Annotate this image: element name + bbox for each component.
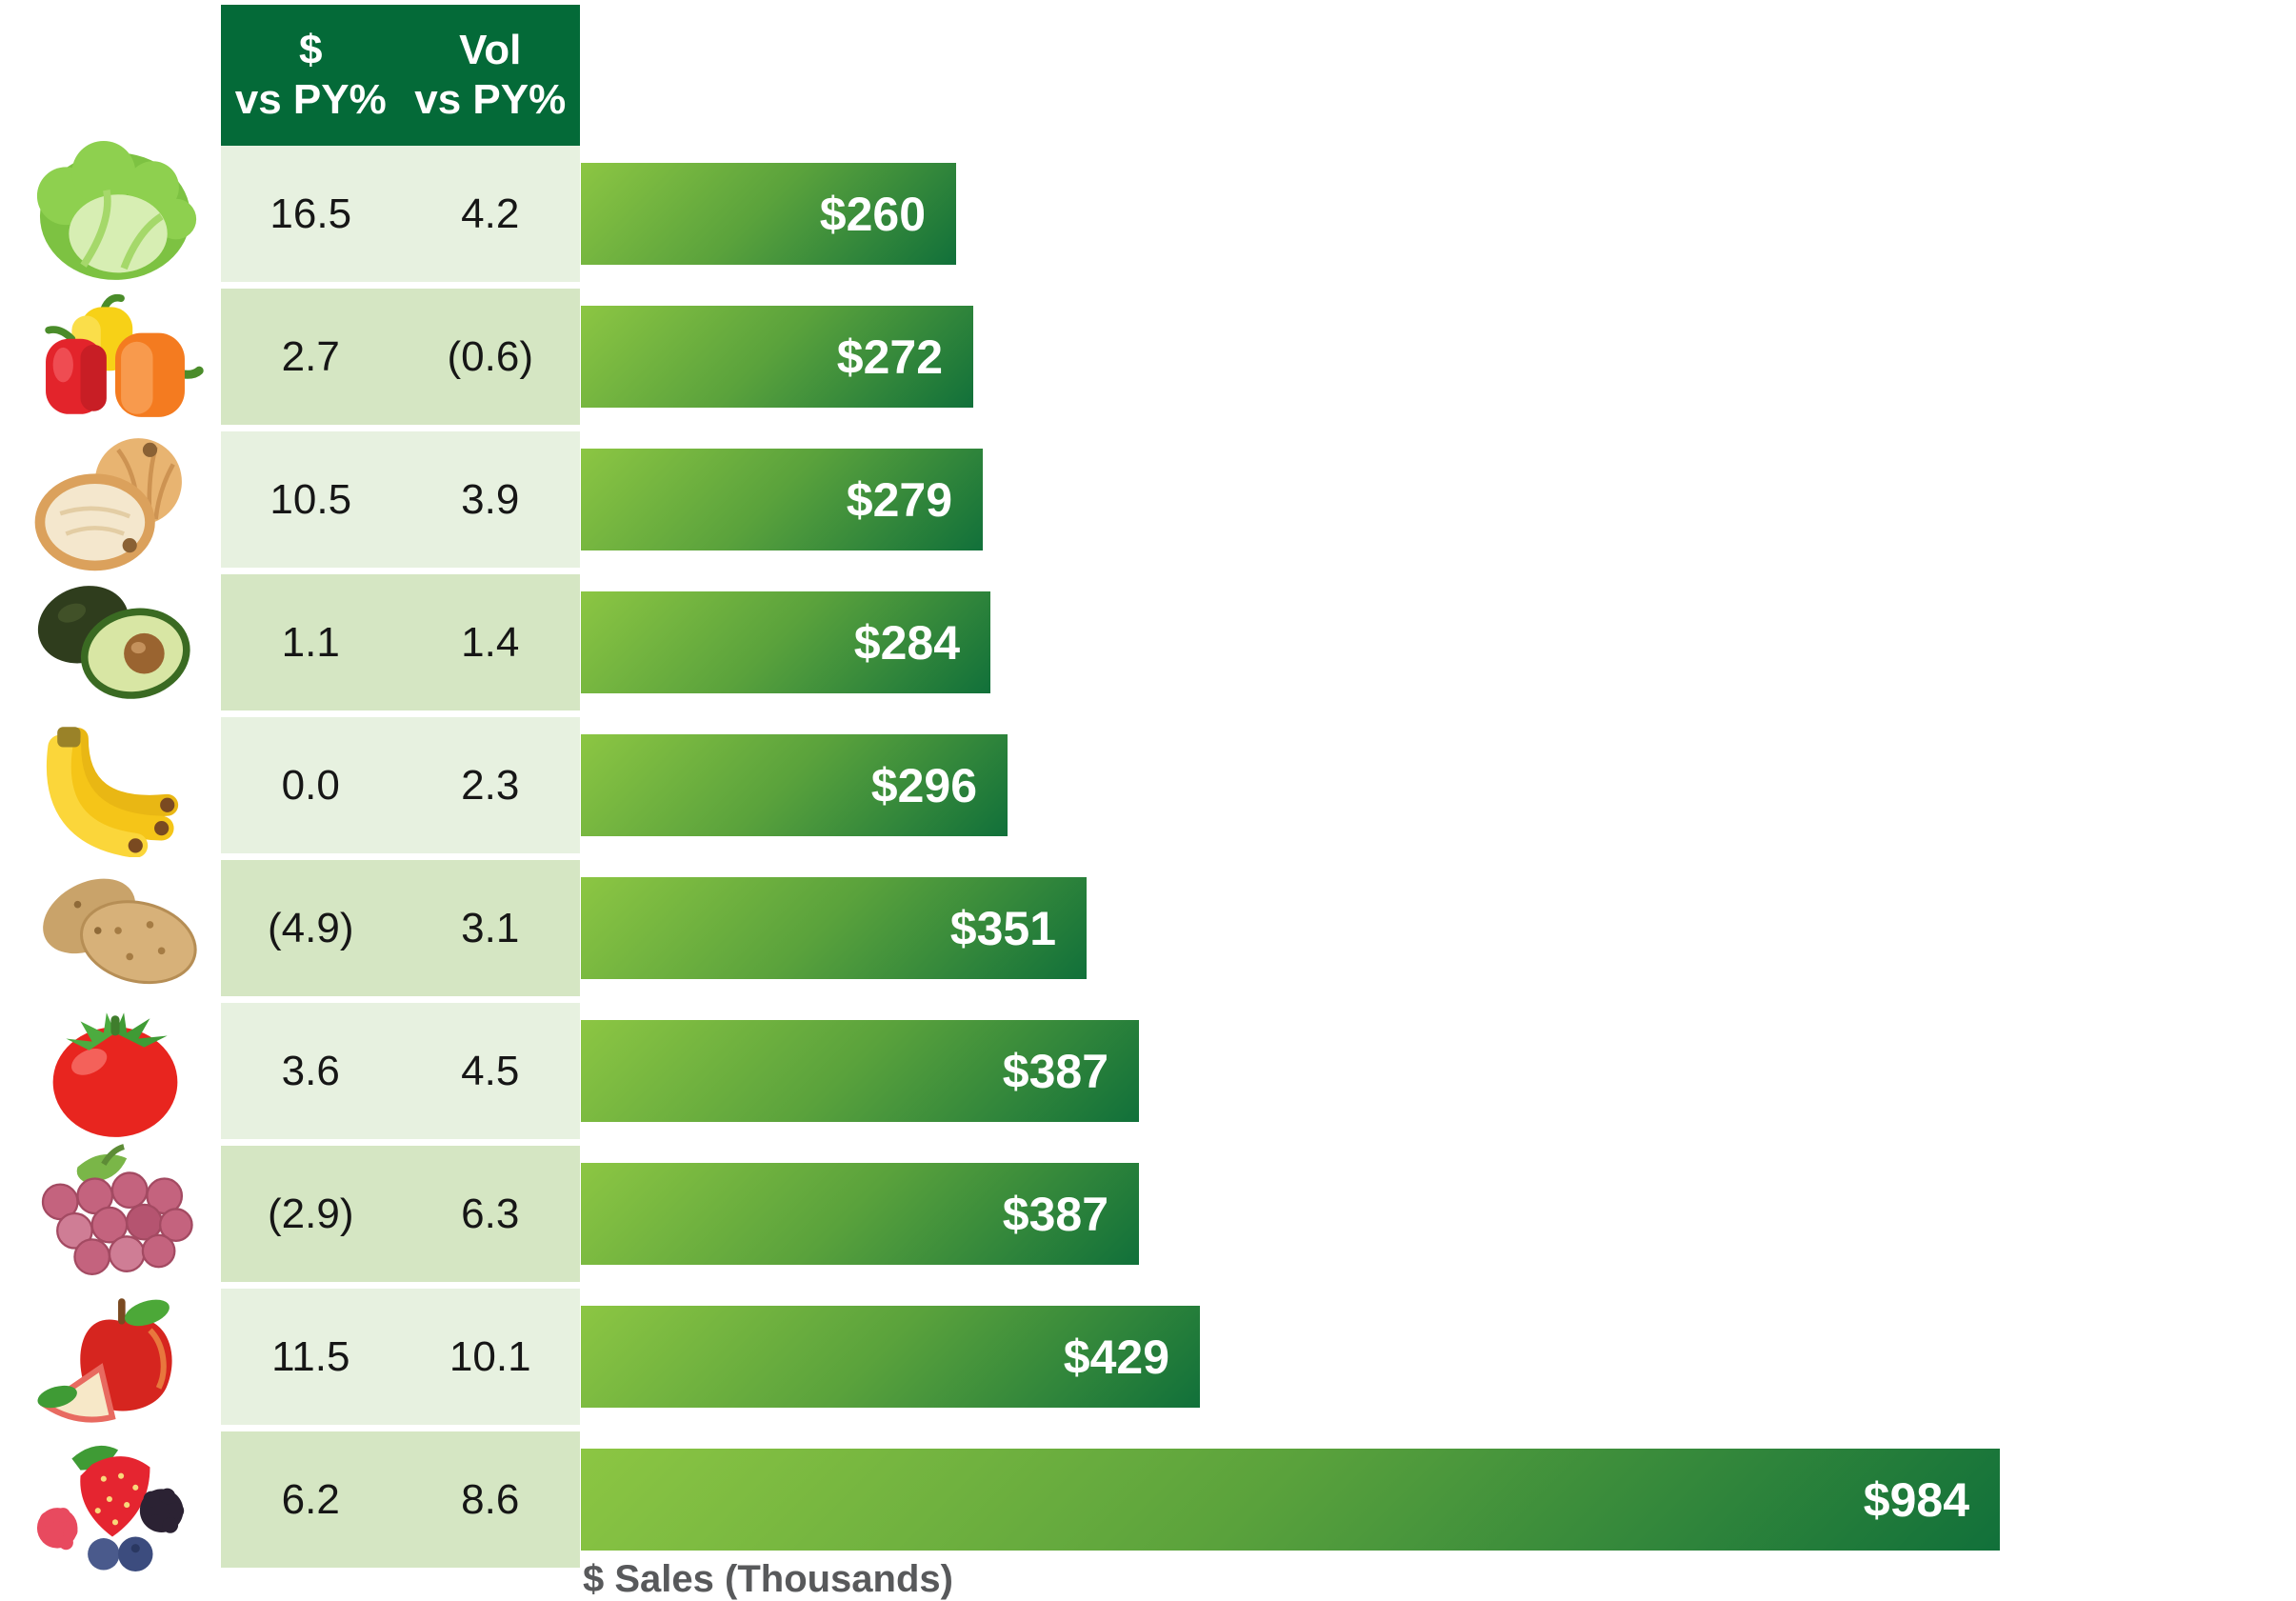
bell-peppers-icon	[14, 281, 216, 431]
table-row: 1.1 1.4 $284	[0, 574, 2296, 710]
tomato-icon	[14, 995, 216, 1146]
sales-value-label: $260	[819, 187, 926, 241]
sales-bar: $260	[581, 163, 956, 265]
sales-value-label: $351	[949, 901, 1056, 955]
sales-bar: $984	[581, 1449, 2000, 1551]
sales-bar: $284	[581, 591, 990, 693]
table-row: (2.9) 6.3 $387	[0, 1144, 2296, 1282]
sales-bar: $296	[581, 734, 1008, 836]
bananas-icon	[14, 710, 216, 860]
vol-col-line2: vs PY%	[414, 76, 567, 123]
dollar-vs-py-value: 2.7	[281, 332, 340, 380]
vol-vs-py-value: 4.5	[461, 1047, 520, 1094]
table-row: 2.7 (0.6) $272	[0, 289, 2296, 425]
table-row: 11.5 10.1 $429	[0, 1289, 2296, 1425]
lettuce-icon	[14, 138, 216, 289]
dollar-vs-py-value: 16.5	[270, 190, 352, 237]
onion-icon	[14, 424, 216, 574]
vol-vs-py-value: 10.1	[449, 1332, 531, 1380]
vol-vs-py-value: 3.9	[461, 475, 520, 523]
sales-value-label: $387	[1002, 1187, 1108, 1241]
dollar-vs-py-value: 3.6	[281, 1047, 340, 1094]
dollar-col-header: $ vs PY%	[221, 5, 401, 146]
table-row: 16.5 4.2 $260	[0, 141, 2296, 282]
dollar-vs-py-value: 11.5	[271, 1332, 350, 1380]
sales-value-label: $429	[1063, 1330, 1169, 1384]
table-row: 0.0 2.3 $296	[0, 717, 2296, 857]
dollar-vs-py-value: (2.9)	[268, 1190, 354, 1237]
sales-value-label: $279	[846, 472, 952, 527]
vol-vs-py-value: 3.1	[461, 904, 520, 951]
dollar-vs-py-value: 0.0	[281, 761, 340, 809]
vol-vs-py-value: 1.4	[461, 618, 520, 666]
apple-icon	[14, 1281, 216, 1431]
sales-value-label: $272	[836, 330, 943, 384]
sales-bar: $429	[581, 1306, 1200, 1408]
x-axis-label: $ Sales (Thousands)	[583, 1558, 953, 1600]
potatoes-icon	[14, 852, 216, 1003]
vol-vs-py-value: 2.3	[461, 761, 520, 809]
avocado-icon	[14, 567, 216, 717]
dollar-vs-py-value: 6.2	[281, 1475, 340, 1523]
sales-value-label: $387	[1002, 1044, 1108, 1098]
sales-bar: $279	[581, 449, 983, 550]
table-row: (4.9) 3.1 $351	[0, 860, 2296, 996]
sales-value-label: $284	[853, 615, 960, 670]
vol-col-line1: Vol	[459, 27, 522, 73]
grapes-icon	[14, 1138, 216, 1289]
table-row: 10.5 3.9 $279	[0, 431, 2296, 571]
sales-bar: $387	[581, 1163, 1139, 1265]
vol-vs-py-value: 6.3	[461, 1190, 520, 1237]
sales-value-label: $296	[870, 758, 977, 812]
sales-bar: $387	[581, 1020, 1139, 1122]
table-header: $ vs PY% Vol vs PY%	[221, 5, 580, 146]
berries-icon	[14, 1424, 216, 1574]
dollar-col-line2: vs PY%	[234, 76, 387, 123]
dollar-vs-py-value: (4.9)	[268, 904, 354, 951]
table-row: 3.6 4.5 $387	[0, 1003, 2296, 1139]
dollar-vs-py-value: 10.5	[270, 475, 352, 523]
dollar-col-line1: $	[299, 27, 323, 73]
sales-bar: $351	[581, 877, 1087, 979]
table-row: 6.2 8.6 $984	[0, 1431, 2296, 1571]
dollar-vs-py-value: 1.1	[281, 618, 340, 666]
sales-value-label: $984	[1863, 1472, 1969, 1527]
vol-vs-py-value: 8.6	[461, 1475, 520, 1523]
sales-bar: $272	[581, 306, 973, 408]
vol-vs-py-value: 4.2	[461, 190, 520, 237]
vol-col-header: Vol vs PY%	[401, 5, 581, 146]
vol-vs-py-value: (0.6)	[447, 332, 533, 380]
